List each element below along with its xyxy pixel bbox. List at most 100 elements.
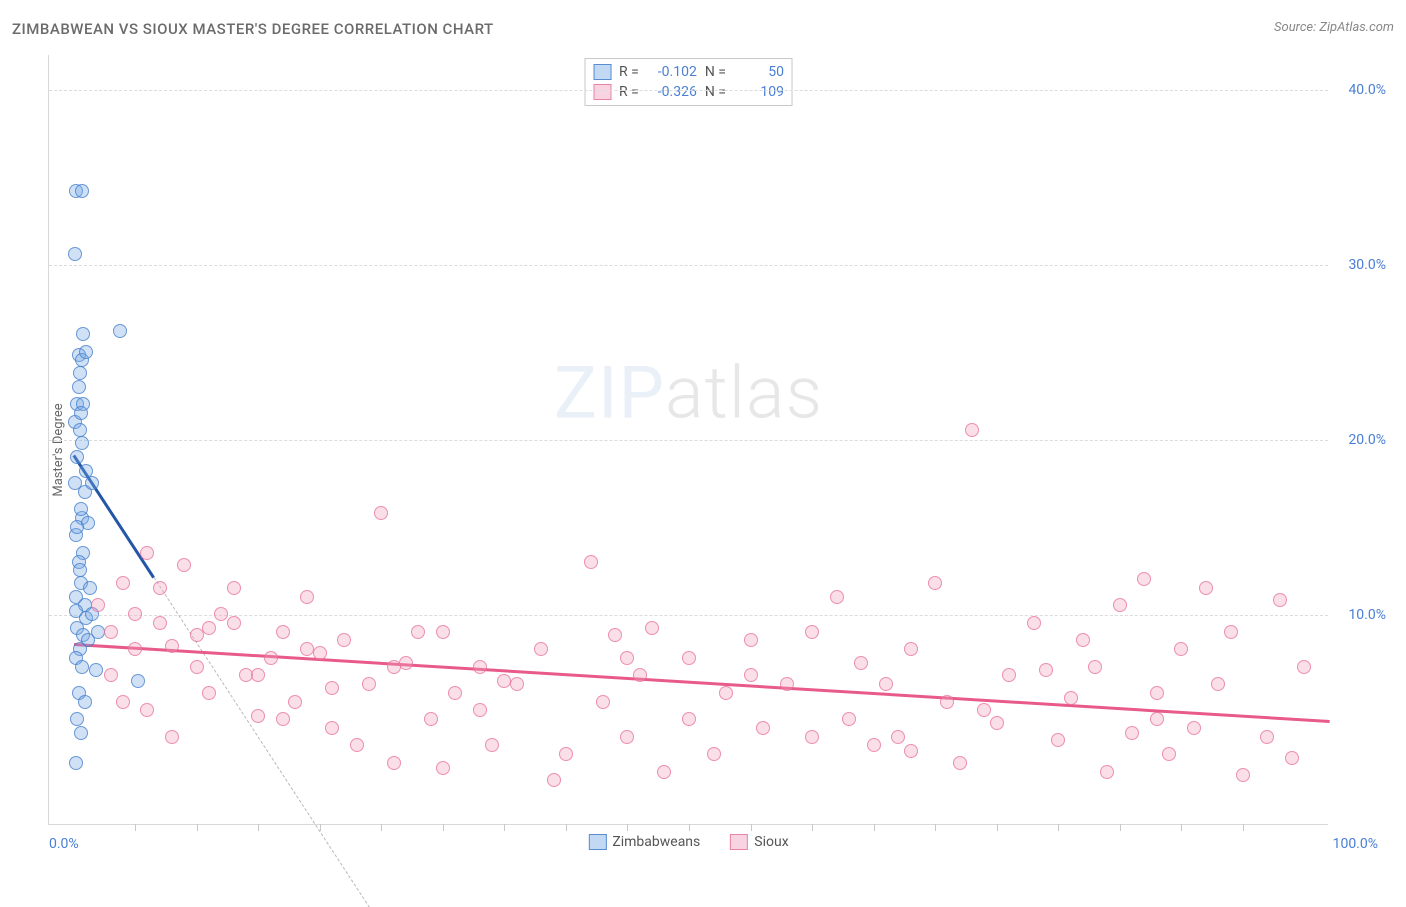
x-tick (1120, 824, 1121, 831)
data-point (1297, 660, 1311, 674)
data-point (68, 247, 82, 261)
data-point (1137, 572, 1151, 586)
series-legend: Zimbabweans Sioux (588, 834, 788, 850)
data-point (85, 476, 99, 490)
data-point (73, 563, 87, 577)
legend-item: Zimbabweans (588, 834, 700, 850)
data-point (928, 576, 942, 590)
stat-label: R = (619, 84, 639, 100)
data-point (76, 327, 90, 341)
data-point (977, 703, 991, 717)
data-point (1051, 733, 1065, 747)
x-tick (874, 824, 875, 831)
grid-line (49, 265, 1328, 266)
data-point (75, 660, 89, 674)
data-point (1162, 747, 1176, 761)
data-point (744, 633, 758, 647)
data-point (264, 651, 278, 665)
data-point (1174, 642, 1188, 656)
swatch-icon (730, 834, 748, 850)
data-point (78, 695, 92, 709)
data-point (965, 423, 979, 437)
data-point (202, 686, 216, 700)
data-point (1285, 751, 1299, 765)
chart-title: ZIMBABWEAN VS SIOUX MASTER'S DEGREE CORR… (12, 20, 494, 38)
stat-value: -0.102 (647, 64, 697, 80)
x-tick (197, 824, 198, 831)
scatter-plot: ZIPatlas R = -0.102 N = 50 R = -0.326 N … (48, 55, 1328, 825)
data-point (79, 345, 93, 359)
x-tick (566, 824, 567, 831)
data-point (510, 677, 524, 691)
data-point (190, 628, 204, 642)
data-point (448, 686, 462, 700)
data-point (1076, 633, 1090, 647)
data-point (116, 695, 130, 709)
data-point (399, 656, 413, 670)
data-point (89, 663, 103, 677)
data-point (1187, 721, 1201, 735)
data-point (153, 581, 167, 595)
data-point (473, 703, 487, 717)
data-point (73, 366, 87, 380)
x-tick (258, 824, 259, 831)
data-point (780, 677, 794, 691)
data-point (719, 686, 733, 700)
swatch-icon (593, 64, 611, 80)
data-point (559, 747, 573, 761)
data-point (682, 651, 696, 665)
legend-label: Sioux (754, 834, 788, 850)
data-point (1039, 663, 1053, 677)
data-point (620, 651, 634, 665)
data-point (990, 716, 1004, 730)
grid-line (49, 440, 1328, 441)
stat-value: 109 (734, 84, 784, 100)
x-tick (627, 824, 628, 831)
x-tick (504, 824, 505, 831)
data-point (300, 590, 314, 604)
stats-row: R = -0.102 N = 50 (593, 62, 784, 82)
data-point (276, 625, 290, 639)
data-point (131, 674, 145, 688)
data-point (113, 324, 127, 338)
x-tick (443, 824, 444, 831)
legend-item: Sioux (730, 834, 788, 850)
data-point (68, 476, 82, 490)
swatch-icon (588, 834, 606, 850)
data-point (608, 628, 622, 642)
data-point (387, 660, 401, 674)
data-point (547, 773, 561, 787)
y-tick-label: 20.0% (1348, 432, 1386, 448)
data-point (682, 712, 696, 726)
data-point (424, 712, 438, 726)
x-tick (689, 824, 690, 831)
data-point (153, 616, 167, 630)
data-point (251, 668, 265, 682)
grid-line (49, 90, 1328, 91)
legend-label: Zimbabweans (612, 834, 700, 850)
stat-label: N = (705, 64, 726, 80)
x-tick-label: 100.0% (1333, 836, 1378, 852)
data-point (251, 709, 265, 723)
data-point (1224, 625, 1238, 639)
data-point (165, 639, 179, 653)
data-point (1064, 691, 1078, 705)
stat-label: N = (705, 84, 726, 100)
data-point (72, 380, 86, 394)
data-point (227, 616, 241, 630)
data-point (534, 642, 548, 656)
data-point (74, 406, 88, 420)
data-point (657, 765, 671, 779)
x-tick (751, 824, 752, 831)
data-point (227, 581, 241, 595)
data-point (485, 738, 499, 752)
swatch-icon (593, 84, 611, 100)
data-point (214, 607, 228, 621)
data-point (74, 726, 88, 740)
data-point (1027, 616, 1041, 630)
data-point (70, 712, 84, 726)
stats-row: R = -0.326 N = 109 (593, 82, 784, 102)
stat-label: R = (619, 64, 639, 80)
source-attribution: Source: ZipAtlas.com (1274, 20, 1394, 35)
data-point (854, 656, 868, 670)
